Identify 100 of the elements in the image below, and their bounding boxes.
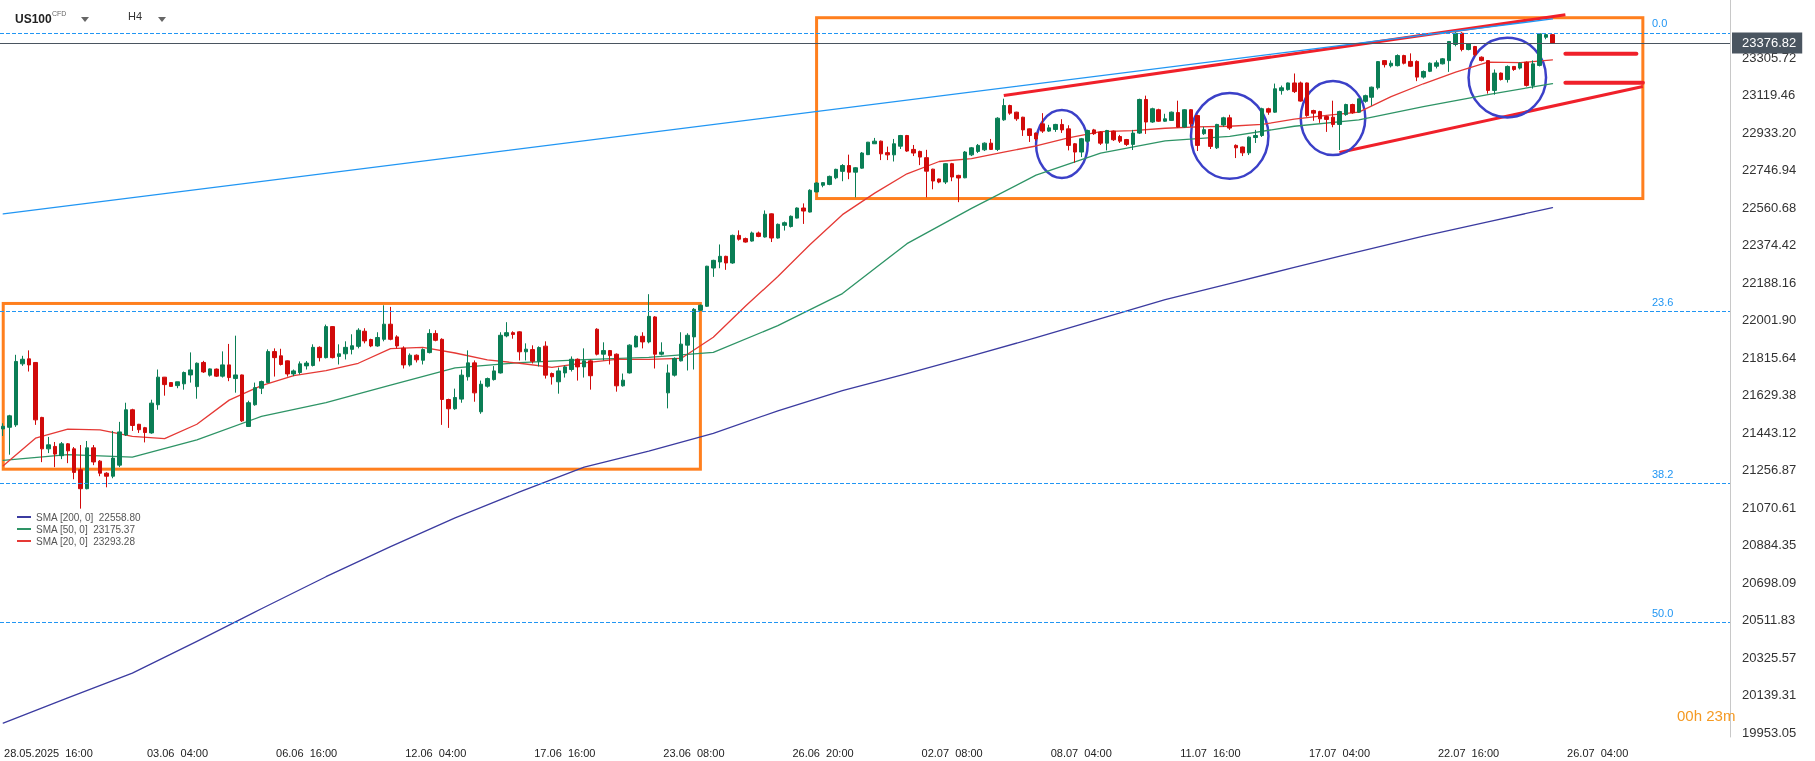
candlestick (195, 361, 199, 400)
candlestick (1311, 109, 1316, 122)
y-tick-label: 20511.83 (1742, 612, 1796, 628)
candlestick (724, 255, 728, 271)
candlestick (1486, 59, 1490, 95)
candlestick (311, 343, 315, 367)
candlestick (375, 331, 380, 348)
candlestick (1215, 123, 1219, 150)
y-tick-label: 22001.90 (1742, 312, 1797, 328)
candlestick (433, 329, 438, 342)
candlestick (1415, 59, 1419, 82)
candlestick (1350, 103, 1355, 115)
candlestick (279, 348, 283, 366)
x-tick-label: 17.06 16:00 (534, 746, 596, 759)
candlestick (40, 416, 44, 463)
candlestick (840, 163, 845, 182)
candlestick (1234, 143, 1238, 159)
x-tick-label: 23.06 08:00 (663, 746, 725, 759)
candlestick (511, 330, 515, 340)
y-tick-label: 21629.38 (1742, 387, 1797, 403)
y-tick-label: 23119.46 (1742, 87, 1796, 103)
candlestick (427, 328, 432, 354)
candlestick (789, 214, 793, 229)
candlestick (343, 340, 348, 360)
candlestick (1008, 104, 1012, 116)
candlestick (1331, 100, 1335, 128)
y-tick-label: 20139.31 (1742, 687, 1797, 703)
candlestick (1537, 32, 1542, 67)
candlestick (1002, 98, 1006, 122)
candlestick (698, 303, 703, 311)
candlestick (33, 361, 38, 426)
text: US100 (15, 12, 53, 26)
candlestick (956, 174, 961, 203)
candlestick (395, 334, 399, 349)
candlestick (989, 138, 993, 151)
annotation: H4 (128, 9, 143, 22)
candlestick (446, 398, 451, 429)
y-tick-label: 20325.57 (1742, 649, 1797, 665)
candlestick (20, 355, 25, 367)
candlestick (885, 146, 890, 161)
y-tick-label: 20698.09 (1742, 574, 1797, 590)
candlestick (175, 381, 180, 389)
candlestick (1195, 114, 1200, 152)
candlestick (679, 331, 683, 362)
candlestick (1021, 116, 1025, 137)
candlestick (1040, 112, 1045, 134)
candlestick (388, 306, 393, 341)
candlestick (85, 440, 89, 490)
candlestick (911, 144, 916, 157)
candlestick (169, 381, 173, 388)
candlestick (672, 356, 677, 378)
candlestick (608, 349, 612, 365)
candlestick (860, 151, 864, 170)
candlestick (666, 363, 670, 409)
candlestick (556, 366, 561, 395)
candlestick (1518, 61, 1522, 70)
candlestick (827, 175, 832, 186)
candlestick (1053, 123, 1058, 133)
candlestick (853, 166, 858, 198)
candlestick (550, 372, 554, 386)
candlestick (317, 345, 322, 362)
candlestick (756, 231, 761, 238)
candlestick (982, 141, 987, 152)
candlestick (272, 347, 277, 378)
candlestick (1544, 32, 1548, 40)
candlestick (414, 353, 419, 363)
candlestick (1, 422, 5, 437)
candlestick (588, 358, 593, 391)
candlestick (1505, 64, 1510, 84)
candlestick (266, 348, 270, 384)
candlestick (1473, 45, 1477, 57)
candlestick (149, 399, 154, 435)
x-tick-label: 06.06 16:00 (276, 746, 338, 759)
candlestick (647, 293, 651, 344)
annotation: 0.0 (1652, 17, 1668, 30)
candlestick (640, 331, 645, 349)
candlestick (7, 414, 12, 456)
candlestick (369, 338, 373, 348)
candlestick (1524, 60, 1529, 88)
candlestick (350, 333, 354, 355)
candlestick (156, 369, 160, 411)
candlestick (304, 360, 309, 371)
candlestick (808, 188, 812, 213)
x-tick-label: 11.07 16:00 (1180, 746, 1241, 759)
candlestick (1221, 116, 1226, 128)
candlestick (530, 344, 535, 364)
candlestick (937, 178, 941, 184)
annotation: 23.6 (1652, 295, 1674, 308)
candlestick (53, 441, 57, 468)
candlestick (188, 351, 193, 384)
candlestick (1240, 146, 1245, 157)
y-tick-label: 21815.64 (1742, 349, 1797, 365)
candlestick (91, 444, 96, 466)
candlestick (291, 369, 296, 377)
candlestick (924, 149, 929, 198)
candlestick (233, 335, 238, 394)
x-tick-label: 26.07 04:00 (1567, 746, 1629, 759)
candlestick (659, 341, 664, 356)
candlestick (246, 400, 251, 428)
candlestick (1531, 59, 1535, 90)
